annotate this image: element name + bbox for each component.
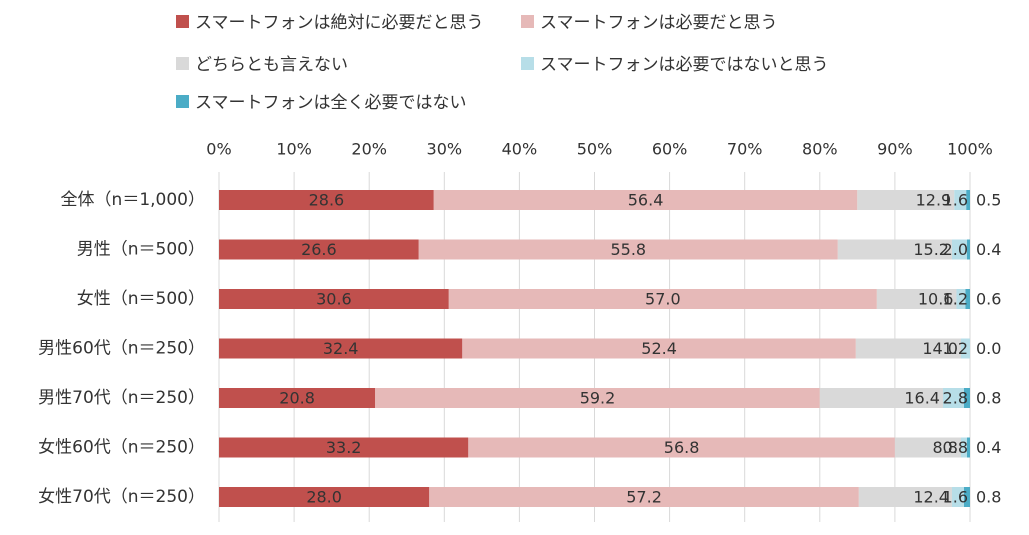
bar-segment bbox=[954, 190, 967, 210]
legend-swatch bbox=[521, 15, 534, 28]
bar-segment bbox=[219, 437, 469, 458]
data-label: 0.4 bbox=[976, 240, 1001, 259]
legend-label: スマートフォンは必要だと思う bbox=[540, 13, 778, 33]
x-tick-label: 10% bbox=[276, 140, 312, 159]
legend-label: スマートフォンは必要ではないと思う bbox=[540, 55, 829, 75]
bar-segment bbox=[855, 338, 961, 359]
bar-segment bbox=[942, 388, 964, 408]
category-label: 男性（n＝500） bbox=[77, 240, 205, 260]
category-label: 全体（n＝1,000） bbox=[61, 190, 205, 210]
data-label: 59.2 bbox=[580, 389, 616, 408]
bar-segment bbox=[894, 437, 961, 458]
data-label: 28.6 bbox=[309, 191, 345, 210]
data-label: 16.4 bbox=[904, 389, 940, 408]
data-label: 15.2 bbox=[913, 240, 949, 259]
x-tick-label: 60% bbox=[652, 140, 688, 159]
x-tick-label: 30% bbox=[427, 140, 463, 159]
bar-segment bbox=[966, 437, 970, 458]
data-label: 1.6 bbox=[943, 191, 968, 210]
data-label: 2.0 bbox=[943, 240, 968, 259]
bar-segment bbox=[468, 437, 895, 458]
data-label: 0.8 bbox=[943, 438, 968, 457]
bar-segment bbox=[966, 239, 970, 260]
bar-segment bbox=[219, 190, 434, 210]
bar-segment bbox=[960, 338, 970, 359]
data-label: 0.5 bbox=[976, 191, 1001, 210]
x-tick-label: 40% bbox=[502, 140, 538, 159]
data-label: 0.6 bbox=[976, 290, 1001, 309]
data-label: 30.6 bbox=[316, 290, 352, 309]
data-label: 28.0 bbox=[306, 488, 342, 507]
bar-segment bbox=[837, 239, 952, 260]
bar-segment bbox=[448, 289, 877, 309]
category-label: 女性60代（n＝250） bbox=[38, 438, 205, 458]
bar-segment bbox=[219, 388, 376, 408]
data-label: 0.4 bbox=[976, 438, 1001, 457]
data-label: 0.8 bbox=[976, 488, 1001, 507]
bar-segment bbox=[857, 190, 955, 210]
bar-segment bbox=[965, 289, 970, 309]
data-label: 0.0 bbox=[976, 339, 1001, 358]
x-tick-label: 0% bbox=[206, 140, 231, 159]
bar-segment bbox=[858, 487, 952, 507]
legend-label: スマートフォンは絶対に必要だと思う bbox=[195, 13, 484, 33]
x-tick-label: 90% bbox=[877, 140, 913, 159]
category-label: 女性70代（n＝250） bbox=[38, 487, 205, 507]
x-tick-label: 80% bbox=[802, 140, 838, 159]
x-tick-label: 20% bbox=[351, 140, 387, 159]
bar-segment bbox=[960, 437, 967, 458]
bar-segment bbox=[966, 190, 970, 210]
data-label: 1.2 bbox=[943, 339, 968, 358]
data-label: 1.2 bbox=[943, 290, 968, 309]
legend-swatch bbox=[176, 57, 189, 70]
data-label: 52.4 bbox=[641, 339, 677, 358]
bar-segment bbox=[462, 338, 856, 359]
data-label: 12.4 bbox=[913, 488, 949, 507]
data-label: 8.8 bbox=[933, 438, 958, 457]
legend-swatch bbox=[521, 57, 534, 70]
bar-segment bbox=[219, 487, 430, 507]
data-label: 33.2 bbox=[326, 438, 362, 457]
bar-segment bbox=[963, 487, 970, 507]
bar-segment bbox=[429, 487, 859, 507]
data-label: 2.8 bbox=[943, 389, 968, 408]
data-label: 57.2 bbox=[626, 488, 662, 507]
category-label: 男性60代（n＝250） bbox=[38, 339, 205, 359]
category-label: 女性（n＝500） bbox=[77, 289, 205, 309]
legend-swatch bbox=[176, 15, 189, 28]
bar-segment bbox=[951, 239, 967, 260]
x-tick-label: 100% bbox=[947, 140, 993, 159]
bar-segment bbox=[219, 338, 463, 359]
data-label: 0.8 bbox=[976, 389, 1001, 408]
legend-label: スマートフォンは全く必要ではない bbox=[195, 93, 467, 113]
bar-segment bbox=[433, 190, 858, 210]
data-label: 20.8 bbox=[279, 389, 315, 408]
data-label: 14.0 bbox=[922, 339, 958, 358]
bar-segment bbox=[819, 388, 943, 408]
category-label: 男性70代（n＝250） bbox=[38, 388, 205, 408]
data-label: 1.6 bbox=[943, 488, 968, 507]
data-label: 26.6 bbox=[301, 240, 337, 259]
bar-segment bbox=[876, 289, 957, 309]
x-tick-label: 50% bbox=[577, 140, 613, 159]
data-label: 12.9 bbox=[916, 191, 952, 210]
bar-segment bbox=[219, 239, 419, 260]
legend-swatch bbox=[176, 95, 189, 108]
bar-segment bbox=[951, 487, 964, 507]
data-label: 57.0 bbox=[645, 290, 681, 309]
legend-label: どちらとも言えない bbox=[195, 55, 348, 75]
data-label: 32.4 bbox=[323, 339, 359, 358]
data-label: 10.6 bbox=[918, 290, 954, 309]
data-label: 56.8 bbox=[664, 438, 700, 457]
x-tick-label: 70% bbox=[727, 140, 763, 159]
bar-segment bbox=[956, 289, 966, 309]
bar-segment bbox=[219, 289, 449, 309]
bar-segment bbox=[418, 239, 838, 260]
bar-segment bbox=[375, 388, 820, 408]
data-label: 56.4 bbox=[628, 191, 664, 210]
data-label: 55.8 bbox=[610, 240, 646, 259]
bar-segment bbox=[963, 388, 970, 408]
